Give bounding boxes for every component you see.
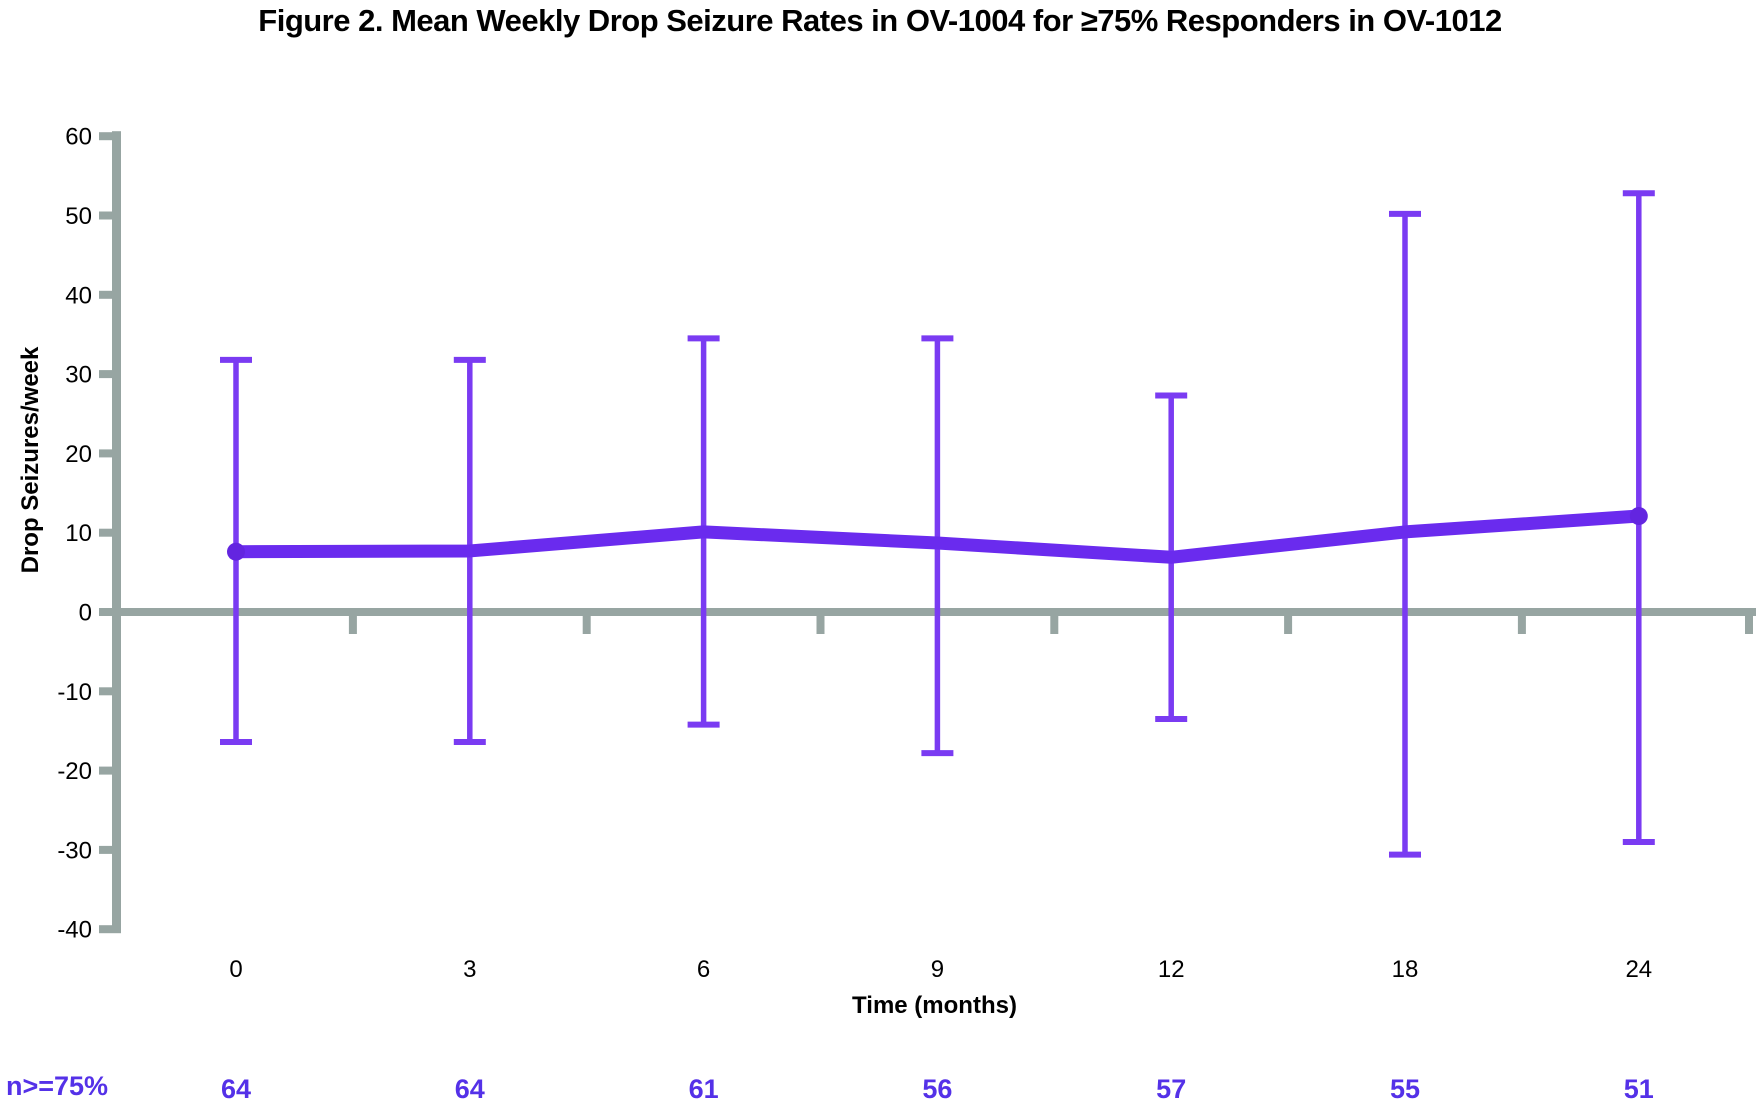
y-axis-tick-label: 30 (65, 362, 92, 389)
x-axis-tick-label-month-0: 0 (229, 956, 242, 983)
x-axis-tick (348, 616, 357, 634)
x-axis-tick-label-month-24: 24 (1625, 956, 1652, 983)
y-axis-tick-label: 50 (65, 203, 92, 230)
y-axis-tick (99, 608, 112, 616)
data-point-marker-month-24 (1629, 507, 1648, 526)
y-axis-tick (99, 449, 112, 458)
y-axis-tick (99, 370, 112, 379)
n-value-month-0: 64 (221, 1074, 251, 1104)
y-axis-tick-label: -30 (57, 837, 92, 864)
n-value-month-6: 61 (689, 1074, 719, 1104)
x-axis-tick (582, 616, 591, 634)
data-point-marker-month-0 (227, 542, 245, 561)
mean-line (229, 509, 1646, 564)
y-axis-tick (99, 925, 112, 934)
y-axis-tick-label: -40 (57, 917, 92, 944)
y-axis-tick (99, 687, 112, 696)
x-axis-tick (1284, 616, 1293, 634)
x-axis-title: Time (months) (852, 992, 1017, 1019)
y-axis-tick (99, 290, 112, 299)
y-axis-tick (99, 132, 112, 141)
y-axis-tick (99, 766, 112, 775)
y-axis-tick-label: 60 (65, 124, 92, 151)
y-axis-tick (99, 528, 112, 537)
x-axis-line (112, 608, 1756, 616)
n-row-label: n>=75% (6, 1071, 109, 1101)
x-axis-tick-label-month-3: 3 (463, 956, 476, 983)
x-axis-tick-label-month-18: 18 (1392, 956, 1419, 983)
x-axis-tick (1050, 616, 1059, 634)
x-axis-tick (1517, 616, 1526, 634)
n-value-month-12: 57 (1156, 1074, 1186, 1104)
y-axis-spine (112, 131, 121, 934)
y-axis-tick-label: 0 (79, 600, 92, 627)
x-axis-tick (816, 616, 825, 634)
n-value-month-3: 64 (455, 1074, 485, 1104)
n-value-month-24: 51 (1624, 1074, 1654, 1104)
y-axis-tick (99, 845, 112, 854)
y-axis-tick-label: 20 (65, 441, 92, 468)
y-axis-tick-label: 40 (65, 282, 92, 309)
y-axis-tick-label: -20 (57, 758, 92, 785)
x-axis-tick-label-month-9: 9 (931, 956, 944, 983)
chart-title: Figure 2. Mean Weekly Drop Seizure Rates… (258, 3, 1502, 38)
n-value-month-18: 55 (1390, 1074, 1420, 1104)
x-axis-tick (1745, 616, 1753, 634)
n-value-month-9: 56 (922, 1074, 952, 1104)
y-axis-tick-label: -10 (57, 679, 92, 706)
x-axis-tick-label-month-12: 12 (1158, 956, 1185, 983)
y-axis-tick (99, 211, 112, 220)
x-axis-tick-label-month-6: 6 (697, 956, 710, 983)
y-axis-tick-label: 10 (65, 520, 92, 547)
